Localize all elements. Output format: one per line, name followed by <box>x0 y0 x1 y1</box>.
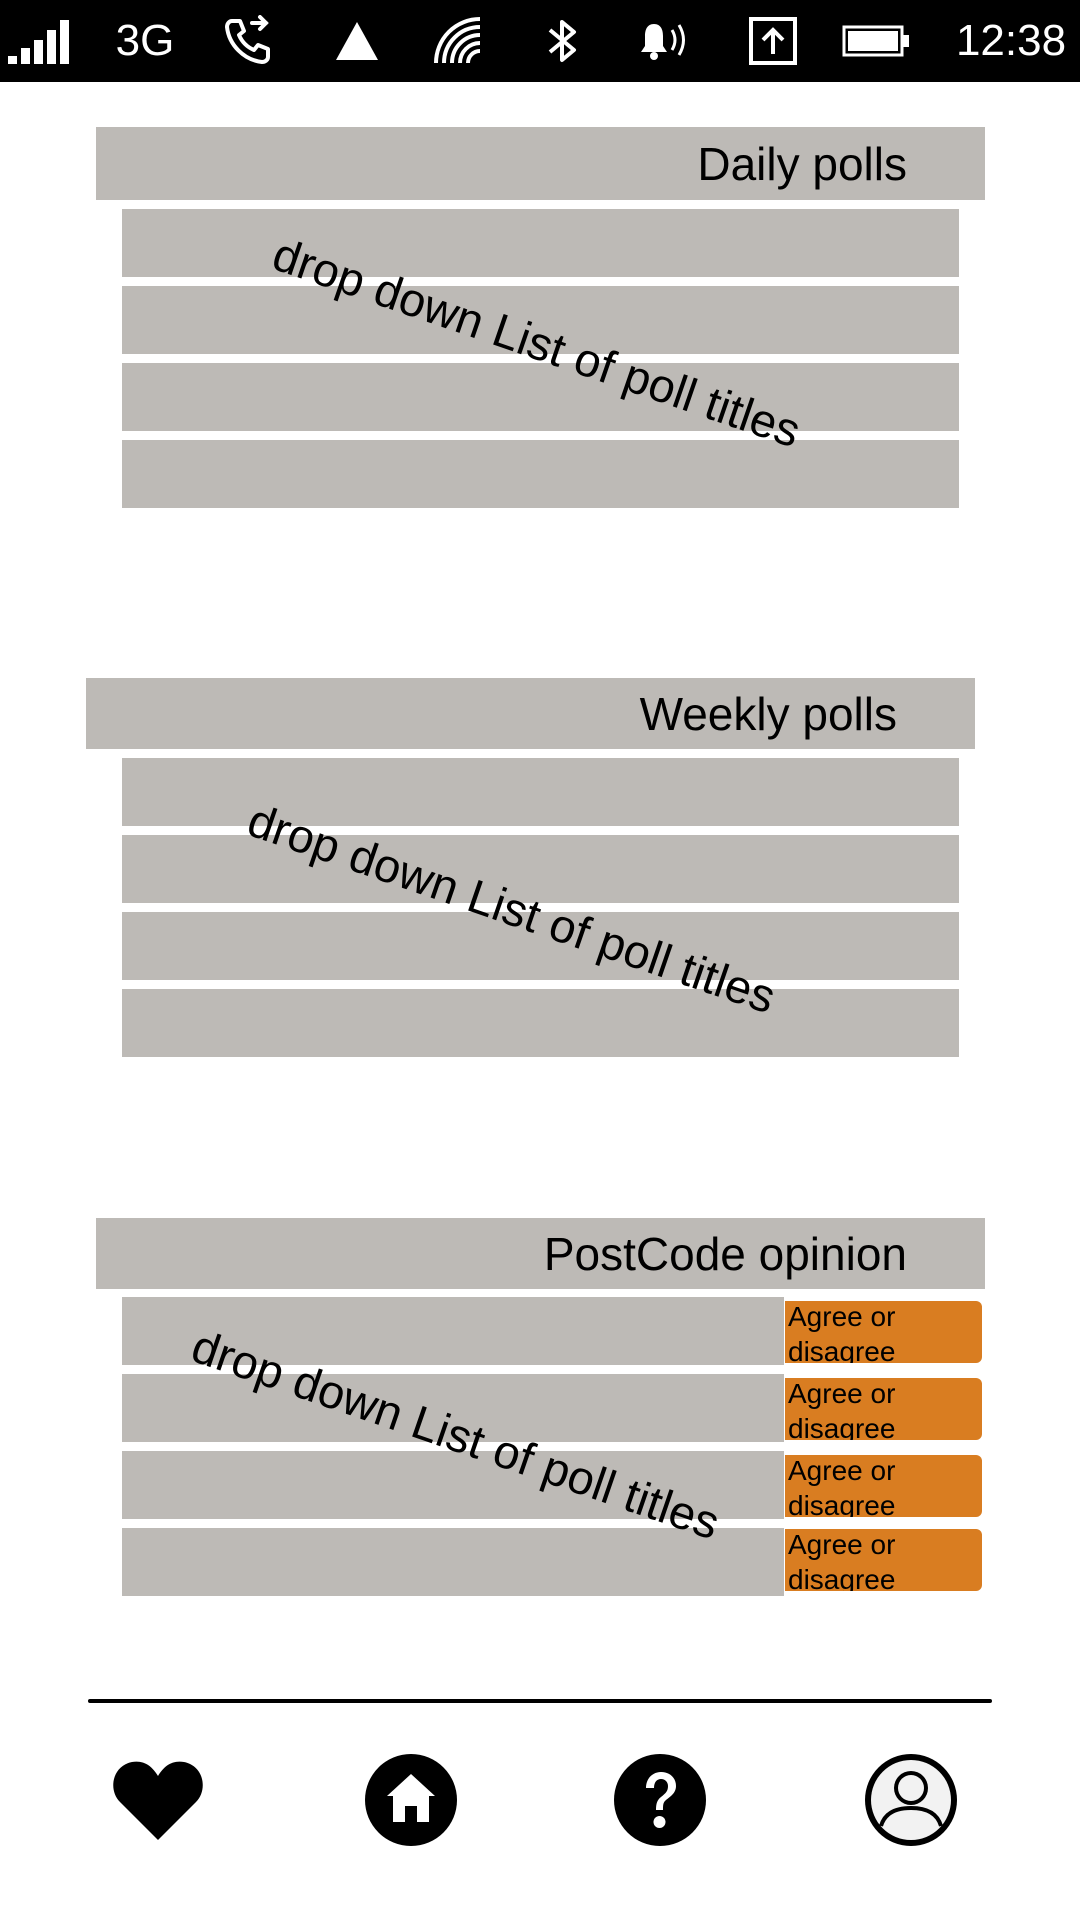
agree-disagree-label: Agree or disagree <box>788 1301 896 1363</box>
daily-polls-title: Daily polls <box>697 137 907 190</box>
weekly-poll-row[interactable] <box>122 758 959 826</box>
agree-disagree-label: Agree or disagree <box>788 1529 896 1591</box>
weekly-polls-title: Weekly polls <box>639 687 897 740</box>
network-type-label: 3G <box>114 0 176 82</box>
bottom-nav-divider <box>88 1699 992 1703</box>
daily-poll-row[interactable] <box>122 209 959 277</box>
postcode-poll-row[interactable] <box>122 1297 784 1365</box>
network-type-text: 3G <box>115 16 175 65</box>
clock: 12:38 <box>950 0 1072 82</box>
nfc-icon <box>430 0 486 82</box>
daily-poll-row[interactable] <box>122 363 959 431</box>
help-icon <box>614 1754 706 1846</box>
weekly-poll-row[interactable] <box>122 912 959 980</box>
clock-time: 12:38 <box>955 16 1067 65</box>
weekly-poll-row[interactable] <box>122 835 959 903</box>
agree-disagree-button[interactable]: Agree or disagree <box>785 1378 982 1440</box>
postcode-poll-row[interactable] <box>122 1528 784 1596</box>
profile-icon <box>865 1754 957 1846</box>
postcode-opinion-title: PostCode opinion <box>543 1227 907 1280</box>
call-forward-icon <box>222 0 274 82</box>
weekly-polls-header[interactable]: Weekly polls <box>86 678 975 749</box>
bluetooth-icon <box>546 0 580 82</box>
home-icon <box>365 1754 457 1846</box>
agree-disagree-button[interactable]: Agree or disagree <box>785 1529 982 1591</box>
heart-icon <box>113 1761 203 1840</box>
postcode-opinion-header[interactable]: PostCode opinion <box>96 1218 985 1289</box>
daily-polls-header[interactable]: Daily polls <box>96 127 985 200</box>
daily-poll-row[interactable] <box>122 286 959 354</box>
upload-icon <box>748 0 798 82</box>
favorites-button[interactable] <box>108 1750 208 1850</box>
postcode-poll-row[interactable] <box>122 1374 784 1442</box>
daily-poll-row[interactable] <box>122 440 959 508</box>
signal-bars-icon <box>6 0 76 82</box>
postcode-poll-row[interactable] <box>122 1451 784 1519</box>
home-button[interactable] <box>361 1750 461 1850</box>
weekly-poll-row[interactable] <box>122 989 959 1057</box>
battery-icon <box>842 0 912 82</box>
profile-button[interactable] <box>861 1750 961 1850</box>
help-button[interactable] <box>610 1750 710 1850</box>
agree-disagree-button[interactable]: Agree or disagree <box>785 1301 982 1363</box>
alert-triangle-icon <box>334 0 380 82</box>
agree-disagree-label: Agree or disagree <box>788 1455 896 1517</box>
agree-disagree-button[interactable]: Agree or disagree <box>785 1455 982 1517</box>
ringer-volume-icon <box>638 0 694 82</box>
agree-disagree-label: Agree or disagree <box>788 1378 896 1440</box>
status-bar: 3G <box>0 0 1080 82</box>
